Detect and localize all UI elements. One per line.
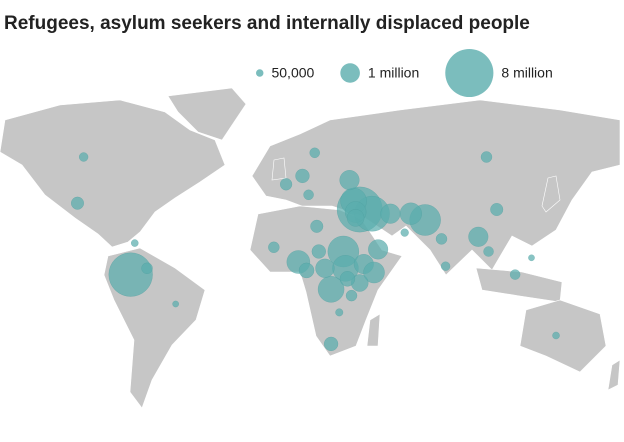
bubble	[468, 226, 489, 247]
bubble	[552, 331, 560, 340]
bubble	[141, 262, 153, 275]
bubble	[295, 168, 310, 184]
bubble	[399, 202, 422, 225]
greenland	[167, 87, 247, 141]
legend: 50,000 1 million 8 million	[256, 48, 553, 98]
bubble	[335, 308, 344, 317]
bubble	[380, 203, 401, 224]
bubble	[346, 209, 365, 227]
bubble	[78, 152, 89, 162]
bubble	[323, 336, 339, 352]
land	[0, 87, 621, 409]
bubble	[172, 300, 180, 308]
bubble	[303, 189, 314, 201]
legend-label: 50,000	[271, 65, 314, 81]
new-zealand	[607, 359, 621, 391]
legend-bubble	[256, 69, 264, 77]
australia	[519, 299, 607, 373]
bubble	[435, 233, 448, 245]
bubble	[400, 228, 409, 237]
bubble	[339, 170, 360, 191]
bubble	[268, 241, 280, 254]
bubble	[309, 147, 320, 159]
legend-label: 8 million	[501, 65, 552, 81]
bubble	[480, 151, 493, 163]
bubble	[315, 258, 335, 278]
bubble	[368, 239, 389, 260]
bubble	[317, 276, 345, 303]
bubble	[298, 262, 315, 279]
bubble	[509, 269, 521, 280]
bubble	[339, 271, 356, 287]
bubble	[279, 178, 293, 191]
bubble	[440, 261, 451, 271]
bubble-layer	[70, 147, 560, 352]
bubble	[310, 219, 324, 233]
legend-label: 1 million	[368, 65, 419, 81]
bubble	[490, 202, 504, 217]
bubble	[130, 239, 139, 247]
uk	[271, 157, 287, 181]
bubble	[483, 246, 494, 257]
madagascar	[366, 313, 381, 347]
legend-bubble	[445, 48, 494, 98]
title: Refugees, asylum seekers and internally …	[4, 13, 530, 34]
bubble	[363, 261, 385, 284]
bubble	[528, 254, 535, 262]
bubble	[311, 244, 326, 259]
bubble	[108, 252, 153, 297]
north-america	[0, 99, 226, 248]
legend-bubble	[340, 63, 360, 83]
japan	[541, 175, 561, 213]
bubble	[70, 196, 85, 210]
bubble	[345, 289, 358, 302]
